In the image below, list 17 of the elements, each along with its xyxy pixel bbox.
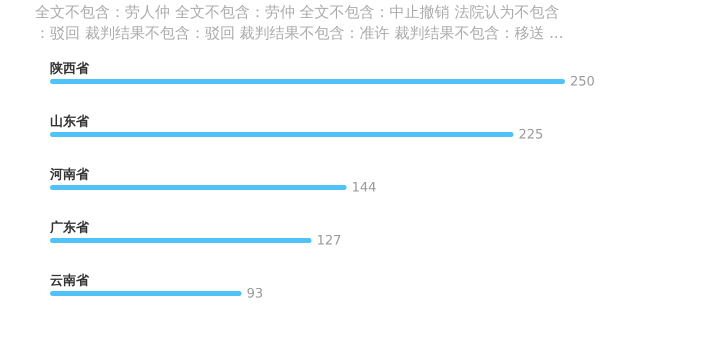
y-tick-label: 山东省 (50, 114, 90, 130)
bar (50, 79, 565, 84)
bar (50, 291, 242, 296)
data-label: 127 (316, 234, 342, 248)
y-tick-label: 河南省 (49, 168, 90, 182)
bar (50, 132, 514, 137)
text: ：驳回 裁判结果不包含：驳回 裁判结果不包含：准许 裁判结果不包含：移送 ... (35, 24, 564, 42)
y-tick-label: 广东省 (49, 220, 90, 236)
data-label: 93 (246, 286, 264, 302)
data-label: 144 (352, 180, 376, 196)
bar (50, 238, 312, 243)
bar (50, 185, 347, 190)
data-label: 250 (570, 74, 595, 90)
y-tick-label: 云南省 (50, 274, 90, 288)
data-label: 225 (518, 128, 544, 142)
y-tick-label: 陕西省 (50, 62, 90, 76)
text: 全文不包含：劳人仲 全文不包含：劳仲 全文不包含：中止撤销 法院认为不包含 (35, 3, 560, 21)
